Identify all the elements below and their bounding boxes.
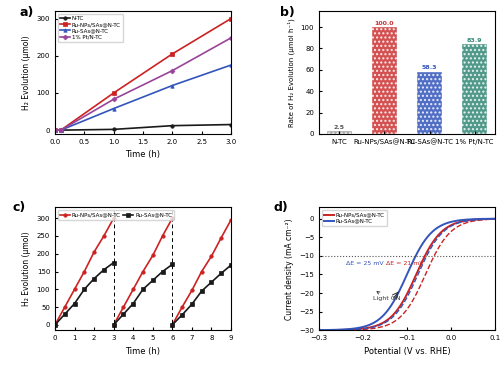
Text: c): c): [13, 201, 26, 214]
1% Pt/N-TC: [58, 128, 64, 132]
Ru-SAs@N-TC: [316, 328, 322, 332]
Y-axis label: Current density (mA cm⁻²): Current density (mA cm⁻²): [284, 218, 294, 320]
Bar: [417, 72, 442, 134]
1% Pt/N-TC: [170, 68, 175, 73]
N-TC: [52, 128, 58, 132]
Ru-NPs/SAs@N-TC: [170, 52, 175, 56]
Text: 83.9: 83.9: [467, 38, 482, 43]
Ru-SAs@N-TC: [110, 106, 116, 111]
Ru-NPs/SAs@N-TC: [421, 256, 427, 260]
Text: a): a): [20, 6, 34, 19]
Ru-SAs@N-TC: [110, 260, 116, 265]
Ru-NPs/SAs@N-TC: [488, 217, 494, 221]
Bar: [372, 27, 397, 134]
X-axis label: Potential (V vs. RHE): Potential (V vs. RHE): [364, 347, 450, 356]
Line: N-TC: N-TC: [54, 123, 233, 132]
Y-axis label: Rate of H₂ Evolution (μmol h⁻¹): Rate of H₂ Evolution (μmol h⁻¹): [288, 18, 295, 127]
Ru-SAs@N-TC: [400, 282, 406, 286]
N-TC: [228, 122, 234, 127]
Ru-SAs@N-TC: [101, 267, 107, 272]
Ru-NPs/SAs@N-TC: [52, 128, 58, 132]
1% Pt/N-TC: [52, 128, 58, 132]
Line: Ru-NPs/SAs@N-TC: Ru-NPs/SAs@N-TC: [54, 216, 116, 326]
Ru-NPs/SAs@N-TC: [72, 287, 78, 292]
Ru-SAs@N-TC: [460, 218, 466, 222]
Bar: [327, 131, 352, 134]
Ru-SAs@N-TC: [52, 323, 58, 327]
Ru-NPs/SAs@N-TC: [411, 277, 417, 281]
Legend: Ru-NPs/SAs@N-TC, Ru-SAs@N-TC: Ru-NPs/SAs@N-TC, Ru-SAs@N-TC: [322, 210, 387, 226]
Ru-NPs/SAs@N-TC: [460, 219, 466, 223]
Line: Ru-SAs@N-TC: Ru-SAs@N-TC: [54, 63, 233, 132]
Ru-SAs@N-TC: [58, 128, 64, 132]
Ru-SAs@N-TC: [421, 240, 427, 244]
X-axis label: Time (h): Time (h): [126, 347, 160, 356]
Y-axis label: H₂ Evolution (μmol): H₂ Evolution (μmol): [22, 35, 31, 110]
Ru-NPs/SAs@N-TC: [101, 234, 107, 238]
Ru-SAs@N-TC: [411, 257, 417, 261]
Ru-NPs/SAs@N-TC: [228, 16, 234, 21]
Ru-NPs/SAs@N-TC: [316, 328, 322, 332]
N-TC: [170, 124, 175, 128]
Line: Ru-SAs@N-TC: Ru-SAs@N-TC: [319, 219, 495, 330]
Text: 100.0: 100.0: [374, 20, 394, 26]
Text: d): d): [273, 201, 288, 214]
Line: Ru-NPs/SAs@N-TC: Ru-NPs/SAs@N-TC: [54, 17, 233, 132]
Ru-NPs/SAs@N-TC: [82, 269, 87, 274]
Ru-SAs@N-TC: [72, 301, 78, 306]
Ru-NPs/SAs@N-TC: [62, 305, 68, 309]
Ru-NPs/SAs@N-TC: [400, 298, 406, 302]
Ru-SAs@N-TC: [91, 276, 97, 281]
Ru-NPs/SAs@N-TC: [52, 323, 58, 327]
Ru-NPs/SAs@N-TC: [58, 128, 64, 132]
Line: Ru-NPs/SAs@N-TC: Ru-NPs/SAs@N-TC: [319, 219, 495, 330]
N-TC: [110, 127, 116, 132]
Text: ΔE = 25 mV: ΔE = 25 mV: [346, 262, 384, 266]
Ru-SAs@N-TC: [170, 83, 175, 88]
Line: 1% Pt/N-TC: 1% Pt/N-TC: [54, 36, 233, 132]
Text: 58.3: 58.3: [422, 65, 438, 70]
N-TC: [58, 128, 64, 132]
Ru-NPs/SAs@N-TC: [91, 250, 97, 254]
Ru-SAs@N-TC: [82, 287, 87, 292]
Ru-NPs/SAs@N-TC: [110, 91, 116, 95]
Text: ΔE = 21 mV: ΔE = 21 mV: [386, 262, 424, 266]
Text: Light ON: Light ON: [374, 292, 401, 302]
Line: Ru-SAs@N-TC: Ru-SAs@N-TC: [54, 261, 116, 326]
1% Pt/N-TC: [110, 97, 116, 102]
Bar: [462, 44, 487, 134]
Legend: Ru-NPs/SAs@N-TC, Ru-SAs@N-TC: Ru-NPs/SAs@N-TC, Ru-SAs@N-TC: [58, 210, 174, 220]
Y-axis label: H₂ Evolution (μmol): H₂ Evolution (μmol): [22, 232, 31, 306]
Ru-SAs@N-TC: [400, 280, 406, 284]
Ru-NPs/SAs@N-TC: [492, 217, 498, 221]
Ru-SAs@N-TC: [62, 312, 68, 316]
Ru-NPs/SAs@N-TC: [400, 300, 406, 304]
Ru-SAs@N-TC: [492, 217, 498, 221]
Ru-SAs@N-TC: [488, 217, 494, 221]
Ru-NPs/SAs@N-TC: [110, 216, 116, 220]
Ru-SAs@N-TC: [52, 128, 58, 132]
Legend: N-TC, Ru-NPs/SAs@N-TC, Ru-SAs@N-TC, 1% Pt/N-TC: N-TC, Ru-NPs/SAs@N-TC, Ru-SAs@N-TC, 1% P…: [58, 14, 123, 42]
Ru-SAs@N-TC: [228, 63, 234, 67]
Text: b): b): [280, 6, 295, 19]
X-axis label: Time (h): Time (h): [126, 150, 160, 159]
Text: 2.5: 2.5: [334, 125, 345, 129]
1% Pt/N-TC: [228, 36, 234, 40]
